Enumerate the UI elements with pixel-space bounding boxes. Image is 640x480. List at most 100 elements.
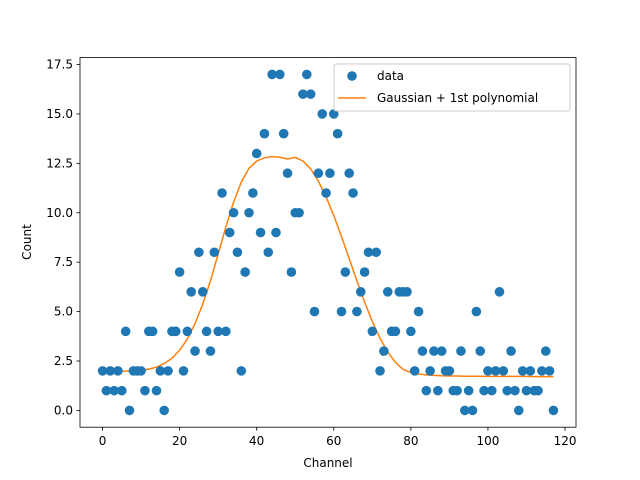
data-point (178, 366, 189, 376)
data-point (190, 346, 200, 356)
data-point (271, 227, 281, 238)
data-point (452, 385, 462, 396)
data-point (120, 326, 131, 337)
data-point (371, 247, 381, 258)
y-tick-label: 15.0 (46, 107, 73, 121)
data-point (355, 287, 366, 297)
data-point (224, 227, 235, 238)
data-point (483, 366, 493, 376)
data-point (540, 346, 551, 356)
legend-box (333, 63, 571, 112)
data-point (232, 247, 243, 258)
data-point (490, 366, 501, 376)
data-point (544, 366, 555, 376)
data-point (429, 346, 439, 356)
data-point (259, 128, 270, 139)
data-point (406, 326, 416, 337)
data-point (267, 69, 277, 80)
data-point (313, 168, 324, 179)
data-point (336, 306, 347, 317)
data-point (325, 168, 335, 179)
data-point (359, 267, 370, 277)
data-point (367, 326, 378, 337)
data-point (159, 405, 170, 416)
x-tick-label: 120 (554, 434, 577, 448)
data-point (463, 385, 474, 396)
data-point (182, 326, 193, 337)
data-point (213, 326, 223, 337)
data-point (255, 227, 266, 238)
data-point (467, 405, 478, 416)
data-point (298, 89, 308, 99)
data-point (471, 306, 482, 317)
data-point (117, 385, 127, 396)
x-tick-label: 40 (249, 434, 264, 448)
data-point (328, 109, 339, 119)
data-point (136, 366, 146, 376)
data-point (379, 346, 389, 356)
data-point (417, 346, 428, 356)
x-tick-label: 60 (326, 434, 341, 448)
data-point (263, 247, 274, 258)
legend-label-fit: Gaussian + 1st polynomial (377, 91, 538, 105)
data-point (548, 405, 559, 416)
y-tick-label: 2.5 (54, 354, 73, 368)
data-point (533, 385, 543, 396)
data-point (413, 306, 424, 317)
y-tick-label: 12.5 (46, 156, 73, 170)
data-point (140, 385, 150, 396)
data-point (240, 267, 250, 277)
data-point (309, 306, 320, 317)
data-point (494, 287, 505, 297)
data-point (421, 385, 432, 396)
y-axis-label: Count (20, 224, 34, 260)
data-point (444, 366, 455, 376)
data-point (275, 69, 285, 80)
data-point (521, 385, 532, 396)
data-point (186, 287, 196, 297)
legend-marker-data (347, 71, 357, 81)
data-point (163, 366, 173, 376)
plot-area (97, 69, 559, 416)
data-point (390, 326, 401, 337)
data-point (321, 188, 331, 198)
x-tick-label: 0 (99, 434, 107, 448)
data-point (436, 346, 447, 356)
data-point (151, 385, 162, 396)
data-point (317, 109, 328, 119)
y-tick-label: 5.0 (54, 305, 73, 319)
data-point (155, 366, 166, 376)
data-point (382, 287, 393, 297)
data-point (513, 405, 524, 416)
data-point (402, 287, 412, 297)
data-point (174, 267, 185, 277)
data-point (302, 69, 312, 80)
axes-frame (79, 57, 577, 428)
data-point (248, 188, 258, 198)
y-tick-label: 17.5 (46, 58, 73, 72)
data-point (344, 168, 355, 179)
data-point (209, 247, 220, 258)
data-point (352, 306, 362, 317)
x-tick-label: 100 (476, 434, 499, 448)
data-point (282, 168, 293, 179)
data-point (456, 346, 466, 356)
y-tick-label: 7.5 (54, 255, 73, 269)
data-point (348, 188, 358, 198)
fit-line-gaussian (102, 155, 554, 378)
data-point (460, 405, 470, 416)
data-point (479, 385, 489, 396)
data-point (332, 128, 343, 139)
data-point (433, 385, 443, 396)
data-point (113, 366, 123, 376)
y-tick-label: 10.0 (46, 206, 73, 220)
data-point (305, 89, 316, 99)
data-point (340, 267, 351, 277)
data-point (105, 366, 116, 376)
data-point (221, 326, 231, 337)
data-point (205, 346, 216, 356)
data-point (425, 366, 435, 376)
x-axis-label: Channel (303, 456, 352, 470)
data-point (486, 385, 497, 396)
